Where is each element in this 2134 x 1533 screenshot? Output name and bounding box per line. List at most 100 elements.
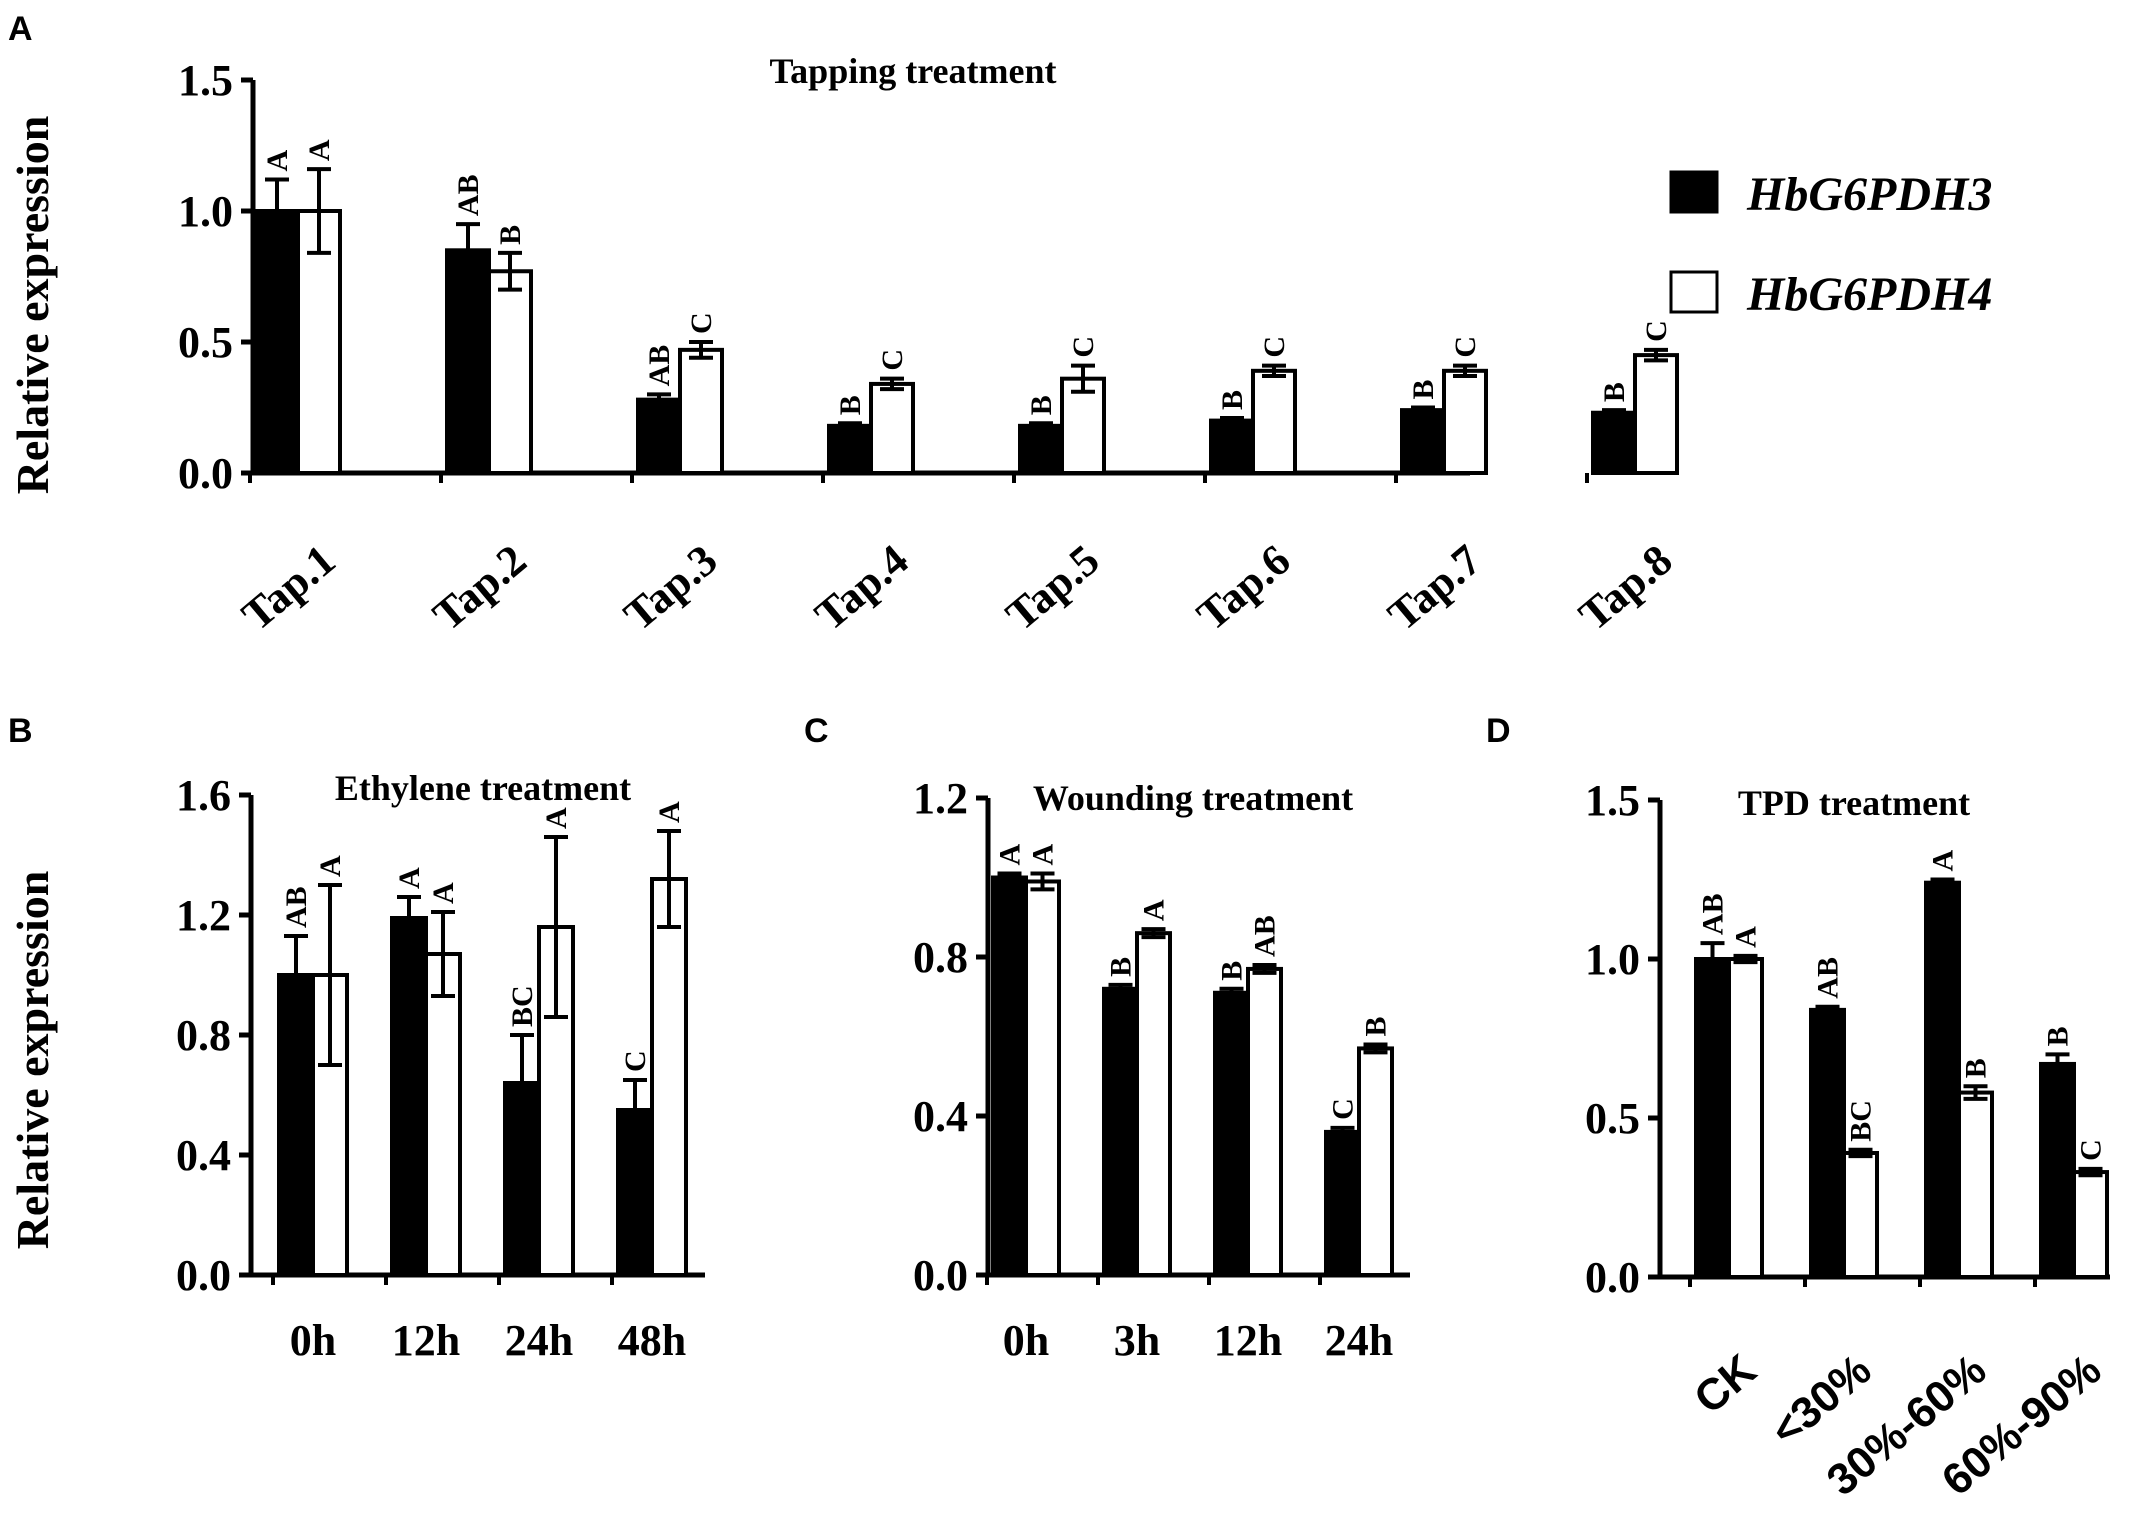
bar-c-hbg6pdh4 — [1246, 966, 1283, 1277]
y-tick-label-c: 0.0 — [913, 1251, 968, 1300]
panel-letter-a: A — [8, 10, 33, 48]
bar-c-hbg6pdh3 — [991, 875, 1028, 1277]
significance-label-b: A — [393, 867, 426, 889]
bar-d-hbg6pdh4 — [2072, 1170, 2109, 1280]
significance-label-d: BC — [1845, 1100, 1878, 1142]
x-tick-label-a: Tap.2 — [424, 535, 536, 640]
significance-label-a: A — [261, 150, 294, 172]
bar-d-hbg6pdh3 — [1694, 957, 1731, 1279]
significance-label-a: A — [303, 139, 336, 161]
significance-label-c: C — [1327, 1098, 1360, 1120]
significance-label-b: AB — [280, 886, 313, 928]
y-tick-label-c: 0.8 — [913, 933, 968, 982]
significance-label-d: AB — [1697, 893, 1730, 935]
significance-label-c: A — [1138, 899, 1171, 921]
legend-label-hbg6pdh4: HbG6PDH4 — [1746, 268, 1992, 321]
bar-a-hbg6pdh4 — [678, 347, 724, 475]
legend: HbG6PDH3 HbG6PDH4 — [1669, 168, 1992, 321]
bar-c-hbg6pdh4 — [1135, 931, 1172, 1278]
significance-label-a: B — [1025, 395, 1058, 415]
bar-a-hbg6pdh3 — [827, 423, 873, 475]
bar-a-hbg6pdh4 — [869, 381, 915, 476]
significance-label-a: AB — [643, 345, 676, 387]
significance-label-d: A — [1927, 850, 1960, 872]
legend-swatch-hbg6pdh4 — [1669, 270, 1719, 314]
significance-label-b: BC — [506, 985, 539, 1027]
bar-c-hbg6pdh4 — [1024, 879, 1061, 1277]
significance-label-b: A — [314, 855, 347, 877]
bar-d-hbg6pdh4 — [1957, 1090, 1994, 1280]
significance-label-b: A — [540, 807, 573, 829]
bar-a-hbg6pdh4 — [1442, 368, 1488, 476]
significance-label-d: B — [1960, 1058, 1993, 1078]
significance-label-a: B — [1216, 390, 1249, 410]
bar-d-hbg6pdh3 — [1809, 1007, 1846, 1279]
significance-label-a: C — [1640, 320, 1673, 342]
significance-label-a: B — [1407, 379, 1440, 399]
y-axis-label-a: Relative expression — [7, 116, 58, 495]
bar-a-hbg6pdh4 — [487, 269, 533, 476]
significance-label-d: AB — [1812, 957, 1845, 999]
chart-title-a: Tapping treatment — [769, 51, 1056, 91]
y-tick-label-a: 1.0 — [178, 187, 233, 236]
y-axis-label-b: Relative expression — [7, 871, 58, 1250]
chart-plot-a: 0.0 0.5 1.0 1.5 A A Tap.1 AB B Tap.2 AB C Tap.3 B C Tap… — [178, 56, 1681, 640]
significance-label-b: A — [427, 882, 460, 904]
x-tick-label-c: 0h — [1003, 1316, 1049, 1365]
x-tick-label-d: CK — [1685, 1345, 1765, 1424]
bar-c-hbg6pdh3 — [1102, 986, 1139, 1277]
x-tick-label-a: Tap.3 — [615, 535, 727, 640]
bar-a-hbg6pdh3 — [1209, 418, 1255, 476]
bar-b-hbg6pdh3 — [390, 916, 428, 1277]
significance-label-d: A — [1730, 926, 1763, 948]
x-tick-label-a: Tap.6 — [1188, 535, 1300, 640]
significance-label-a: C — [685, 312, 718, 334]
bar-c-hbg6pdh3 — [1213, 990, 1250, 1278]
significance-label-b: A — [653, 801, 686, 823]
y-tick-label-d: 0.5 — [1585, 1094, 1640, 1143]
significance-label-c: AB — [1249, 915, 1282, 957]
bar-a-hbg6pdh3 — [254, 209, 300, 475]
chart-plot-d: 0.00.51.01.5ABACKABBC<30%AB30%-60%BC60%-… — [1585, 776, 2110, 1505]
panel-letter-d: D — [1486, 712, 1511, 750]
significance-label-b: C — [619, 1050, 652, 1072]
bar-b-hbg6pdh4 — [650, 877, 688, 1277]
x-tick-label-b: 12h — [392, 1316, 460, 1365]
y-tick-label-d: 0.0 — [1585, 1253, 1640, 1302]
x-tick-label-c: 3h — [1114, 1316, 1160, 1365]
y-tick-label-b: 1.6 — [176, 771, 231, 820]
significance-label-d: C — [2075, 1139, 2108, 1161]
bar-a-hbg6pdh4 — [1060, 376, 1106, 475]
y-tick-label-b: 0.4 — [176, 1131, 231, 1180]
bar-b-hbg6pdh3 — [277, 973, 315, 1277]
bar-b-hbg6pdh4 — [424, 952, 462, 1277]
y-tick-label-a: 0.0 — [178, 449, 233, 498]
y-tick-label-a: 1.5 — [178, 56, 233, 105]
bar-d-hbg6pdh3 — [2039, 1061, 2076, 1279]
chart-title-c: Wounding treatment — [1033, 778, 1353, 818]
bar-a-hbg6pdh4 — [1251, 368, 1297, 476]
x-tick-label-c: 24h — [1325, 1316, 1393, 1365]
bar-d-hbg6pdh4 — [1727, 957, 1764, 1279]
bar-c-hbg6pdh4 — [1357, 1046, 1394, 1278]
panel-letter-c: C — [804, 712, 829, 750]
significance-label-a: B — [494, 225, 527, 245]
y-tick-label-d: 1.0 — [1585, 935, 1640, 984]
significance-label-a: B — [834, 395, 867, 415]
x-tick-label-b: 24h — [505, 1316, 573, 1365]
significance-label-a: C — [1449, 336, 1482, 358]
panel-letter-b: B — [8, 712, 33, 750]
bar-a-hbg6pdh3 — [1018, 423, 1064, 475]
significance-label-a: AB — [452, 174, 485, 216]
x-tick-label-a: Tap.1 — [233, 535, 345, 640]
bar-d-hbg6pdh4 — [1842, 1150, 1879, 1279]
significance-label-c: A — [994, 844, 1027, 866]
significance-label-c: B — [1105, 957, 1138, 977]
y-tick-label-b: 1.2 — [176, 891, 231, 940]
chart-title-d: TPD treatment — [1738, 783, 1970, 823]
y-tick-label-c: 1.2 — [913, 774, 968, 823]
legend-label-hbg6pdh3: HbG6PDH3 — [1746, 168, 1992, 221]
bar-a-hbg6pdh3 — [1591, 410, 1637, 475]
